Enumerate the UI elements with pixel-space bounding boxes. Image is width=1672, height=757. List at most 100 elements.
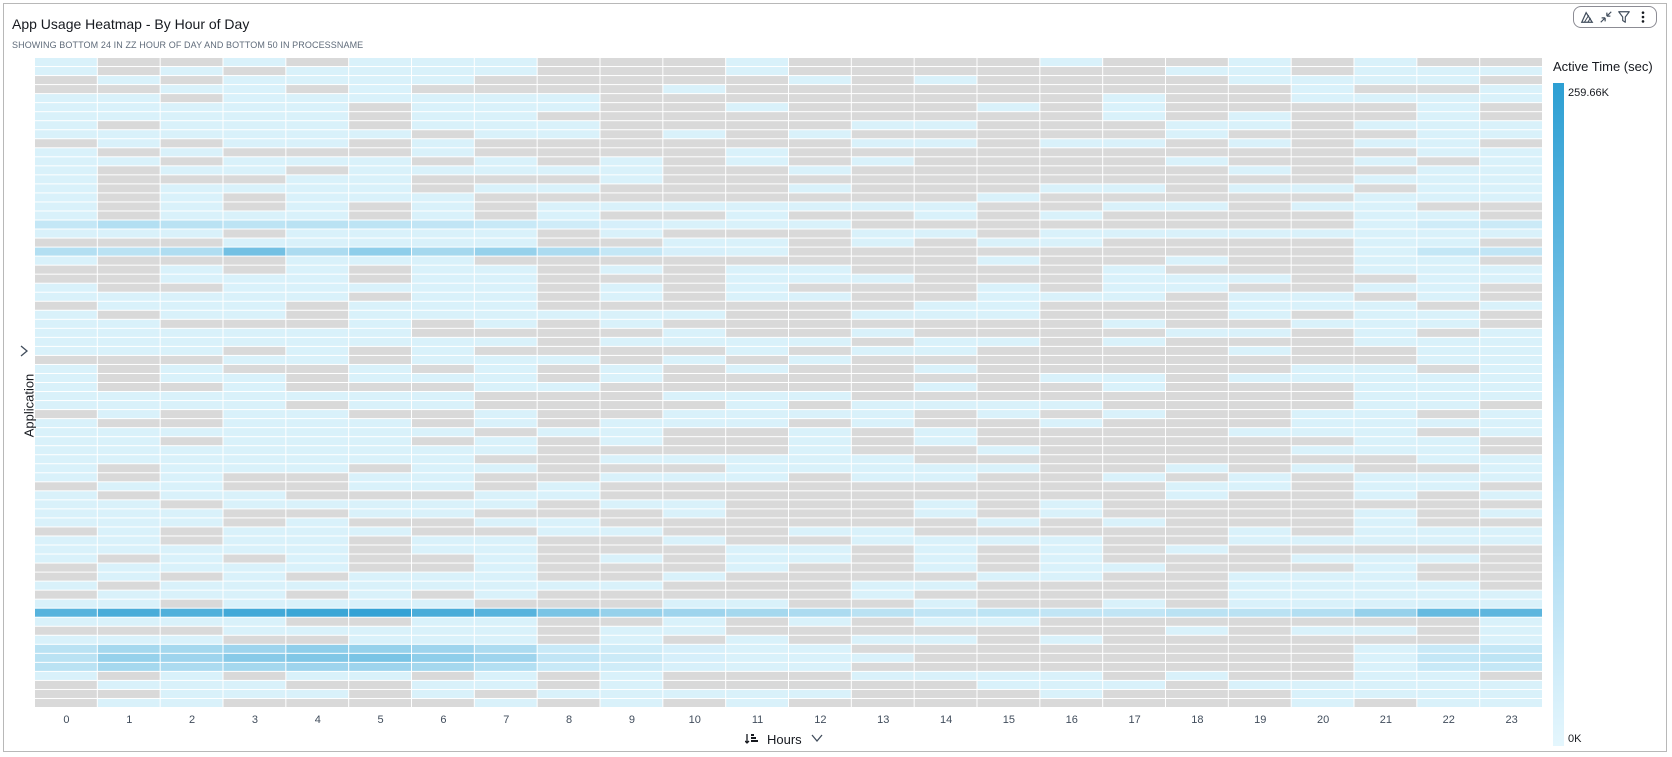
heatmap-cell[interactable] [474,509,537,518]
heatmap-cell[interactable] [1480,112,1542,121]
heatmap-cell[interactable] [97,491,160,500]
heatmap-cell[interactable] [1480,364,1542,373]
heatmap-cell[interactable] [1103,401,1165,410]
heatmap-cell[interactable] [160,392,223,401]
heatmap-cell[interactable] [97,130,160,139]
heatmap-cell[interactable] [1166,608,1228,617]
heatmap-cell[interactable] [349,193,411,202]
heatmap-cell[interactable] [1354,112,1417,121]
heatmap-cell[interactable] [412,563,474,572]
heatmap-cell[interactable] [1480,617,1542,626]
heatmap-cell[interactable] [789,373,851,382]
heatmap-cell[interactable] [914,473,977,482]
heatmap-cell[interactable] [97,310,160,319]
heatmap-cell[interactable] [1040,554,1103,563]
heatmap-cell[interactable] [223,238,286,247]
heatmap-cell[interactable] [1480,103,1542,112]
heatmap-cell[interactable] [97,283,160,292]
heatmap-cell[interactable] [1166,590,1228,599]
heatmap-cell[interactable] [977,581,1040,590]
heatmap-cell[interactable] [726,392,788,401]
heatmap-cell[interactable] [35,419,97,428]
heatmap-cell[interactable] [223,680,286,689]
heatmap-cell[interactable] [349,545,411,554]
heatmap-cell[interactable] [663,310,726,319]
heatmap-cell[interactable] [600,653,663,662]
heatmap-cell[interactable] [223,554,286,563]
heatmap-cell[interactable] [1354,319,1417,328]
heatmap-cell[interactable] [1291,184,1354,193]
heatmap-cell[interactable] [1103,572,1165,581]
heatmap-cell[interactable] [349,437,411,446]
heatmap-cell[interactable] [1228,491,1291,500]
heatmap-cell[interactable] [412,328,474,337]
heatmap-cell[interactable] [537,337,600,346]
heatmap-cell[interactable] [1040,283,1103,292]
heatmap-cell[interactable] [1166,527,1228,536]
heatmap-cell[interactable] [977,554,1040,563]
heatmap-cell[interactable] [412,256,474,265]
heatmap-cell[interactable] [1417,247,1480,256]
heatmap-cell[interactable] [1480,635,1542,644]
heatmap-cell[interactable] [223,157,286,166]
heatmap-cell[interactable] [851,383,914,392]
heatmap-cell[interactable] [1040,85,1103,94]
heatmap-cell[interactable] [474,184,537,193]
heatmap-cell[interactable] [1040,373,1103,382]
heatmap-cell[interactable] [1166,419,1228,428]
heatmap-cell[interactable] [789,337,851,346]
heatmap-cell[interactable] [914,364,977,373]
heatmap-cell[interactable] [1103,211,1165,220]
heatmap-cell[interactable] [474,671,537,680]
heatmap-cell[interactable] [914,680,977,689]
heatmap-cell[interactable] [851,121,914,130]
heatmap-cell[interactable] [726,446,788,455]
heatmap-cell[interactable] [1040,383,1103,392]
heatmap-cell[interactable] [474,328,537,337]
heatmap-cell[interactable] [1354,265,1417,274]
heatmap-cell[interactable] [286,130,349,139]
heatmap-cell[interactable] [223,274,286,283]
heatmap-cell[interactable] [1166,689,1228,698]
heatmap-cell[interactable] [412,671,474,680]
heatmap-cell[interactable] [1040,319,1103,328]
heatmap-cell[interactable] [789,193,851,202]
heatmap-cell[interactable] [537,355,600,364]
heatmap-cell[interactable] [35,545,97,554]
heatmap-cell[interactable] [726,301,788,310]
heatmap-cell[interactable] [1228,545,1291,554]
heatmap-cell[interactable] [35,346,97,355]
heatmap-cell[interactable] [663,283,726,292]
heatmap-cell[interactable] [1417,238,1480,247]
heatmap-cell[interactable] [789,148,851,157]
heatmap-cell[interactable] [474,446,537,455]
heatmap-cell[interactable] [1040,67,1103,76]
heatmap-cell[interactable] [1291,247,1354,256]
heatmap-cell[interactable] [663,563,726,572]
heatmap-cell[interactable] [600,229,663,238]
heatmap-cell[interactable] [286,337,349,346]
heatmap-cell[interactable] [600,410,663,419]
heatmap-cell[interactable] [97,644,160,653]
heatmap-cell[interactable] [1354,653,1417,662]
heatmap-cell[interactable] [1103,301,1165,310]
heatmap-cell[interactable] [1480,428,1542,437]
heatmap-cell[interactable] [1291,274,1354,283]
heatmap-cell[interactable] [1166,292,1228,301]
heatmap-cell[interactable] [35,581,97,590]
heatmap-cell[interactable] [286,464,349,473]
heatmap-cell[interactable] [349,265,411,274]
heatmap-cell[interactable] [851,671,914,680]
heatmap-cell[interactable] [349,148,411,157]
heatmap-cell[interactable] [1354,202,1417,211]
heatmap-cell[interactable] [35,527,97,536]
heatmap-cell[interactable] [977,608,1040,617]
sort-icon[interactable] [744,731,759,748]
heatmap-cell[interactable] [1417,346,1480,355]
heatmap-cell[interactable] [35,265,97,274]
heatmap-cell[interactable] [474,238,537,247]
heatmap-cell[interactable] [223,148,286,157]
heatmap-cell[interactable] [35,608,97,617]
heatmap-cell[interactable] [1291,265,1354,274]
heatmap-cell[interactable] [1228,175,1291,184]
